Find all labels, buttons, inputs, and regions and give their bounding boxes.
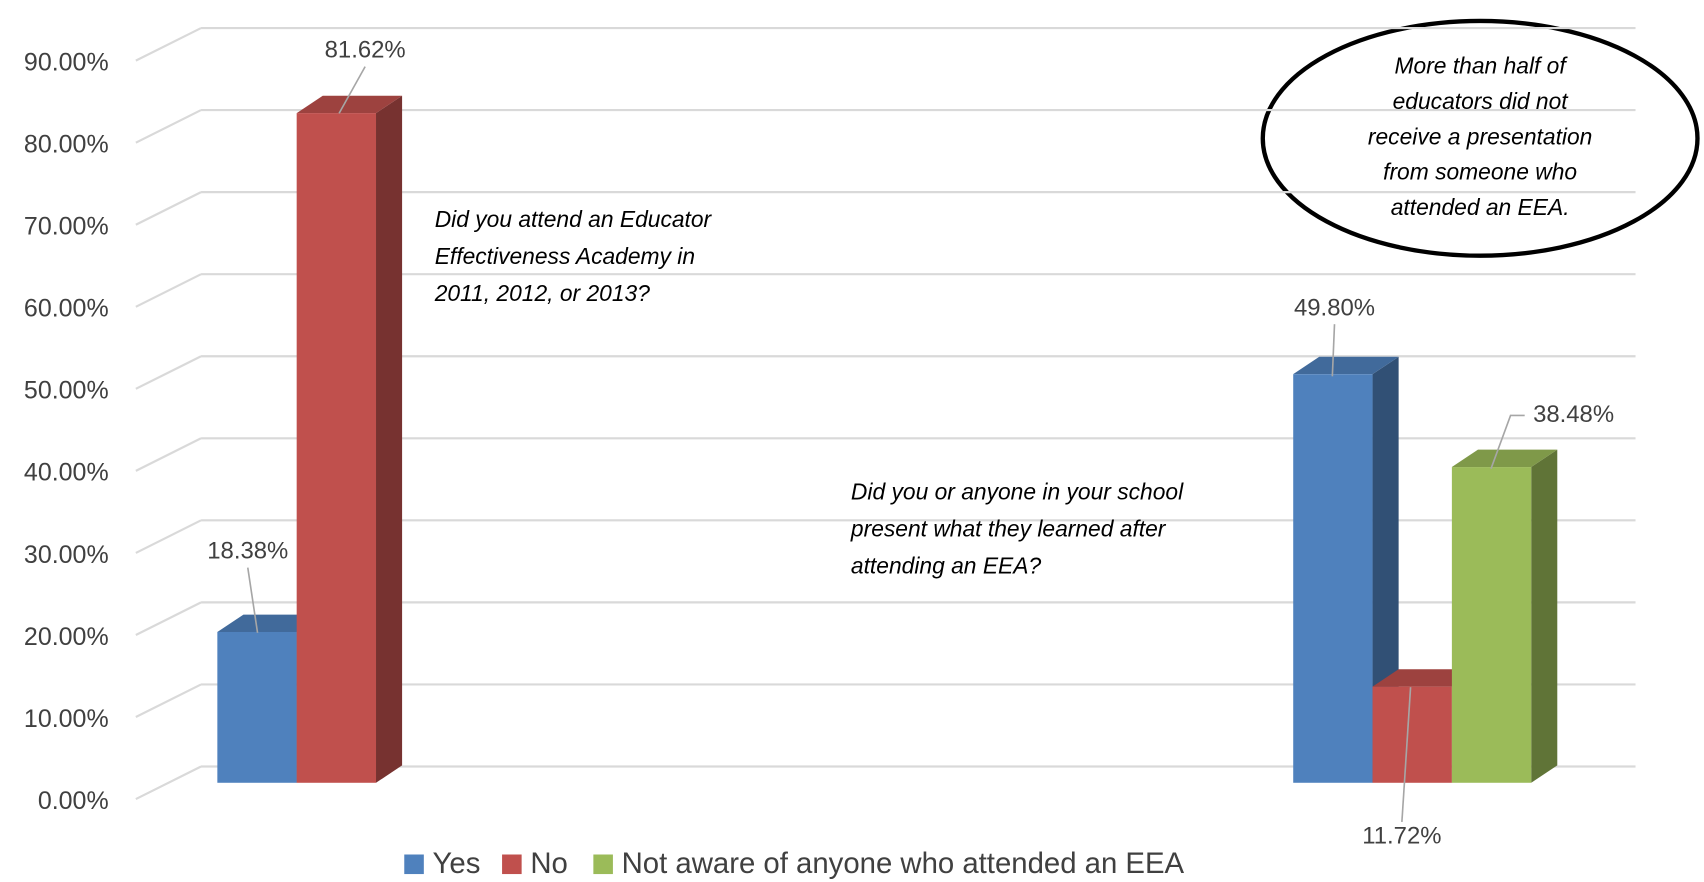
grid-line-side (135, 601, 202, 636)
grid-line-side (135, 355, 202, 390)
bar (296, 113, 377, 783)
y-tick-label: 10.00% (24, 705, 109, 733)
leader-line (1331, 324, 1336, 377)
bar-top (217, 614, 323, 632)
bar (1293, 374, 1373, 783)
grid-line-side (135, 437, 202, 472)
leader-line (246, 567, 259, 633)
legend-label: Yes (433, 847, 481, 880)
y-tick-label: 50.00% (24, 377, 109, 405)
grid-line-side (135, 765, 202, 801)
y-tick-label: 20.00% (24, 623, 109, 651)
annotation: attending an EEA? (851, 553, 1042, 579)
bar-top (1451, 449, 1558, 468)
legend-label: No (530, 847, 568, 880)
annotation: Did you attend an Educator (435, 206, 713, 232)
bar (217, 631, 297, 783)
annotation: Did you or anyone in your school (851, 479, 1184, 505)
annotation: present what they learned after (850, 516, 1167, 542)
y-tick-label: 30.00% (24, 541, 109, 569)
y-tick-label: 90.00% (24, 48, 109, 76)
leader-line (1401, 687, 1412, 822)
legend-swatch (593, 854, 613, 875)
grid-line-side (135, 27, 202, 62)
grid-line-side (135, 519, 202, 554)
legend-swatch (502, 854, 522, 875)
value-label: 49.80% (1294, 294, 1375, 321)
y-tick-label: 0.00% (38, 787, 109, 815)
callout-ellipse (1260, 18, 1700, 258)
annotation: receive a presentation (1368, 123, 1592, 149)
annotation: educators did not (1393, 88, 1570, 114)
bar (1372, 686, 1452, 783)
bar-side (376, 95, 403, 783)
annotation: 2011, 2012, or 2013? (434, 280, 651, 306)
y-tick-label: 80.00% (24, 131, 109, 159)
value-label: 38.48% (1533, 401, 1614, 428)
leader-line (1490, 414, 1525, 469)
annotation: from someone who (1383, 159, 1577, 185)
y-tick-label: 70.00% (24, 213, 109, 241)
annotation: Effectiveness Academy in (435, 243, 695, 269)
annotation: attended an EEA. (1391, 194, 1570, 220)
grid-line-side (135, 109, 202, 144)
grid-line-side (135, 273, 202, 308)
grid-line-side (135, 683, 202, 719)
bar-top (1293, 356, 1399, 375)
y-tick-label: 60.00% (24, 295, 109, 323)
bar-side (1531, 449, 1558, 783)
bar (1451, 467, 1532, 783)
value-label: 11.72% (1362, 822, 1441, 849)
value-label: 18.38% (207, 538, 288, 565)
grid-line-side (135, 191, 202, 226)
leader-line (338, 66, 366, 114)
y-tick-label: 40.00% (24, 459, 109, 487)
legend-label: Not aware of anyone who attended an EEA (622, 847, 1185, 880)
annotation: More than half of (1395, 53, 1569, 79)
bar-top (296, 95, 403, 114)
legend-swatch (404, 854, 424, 875)
value-label: 81.62% (325, 37, 406, 64)
bar-top (1372, 669, 1478, 687)
